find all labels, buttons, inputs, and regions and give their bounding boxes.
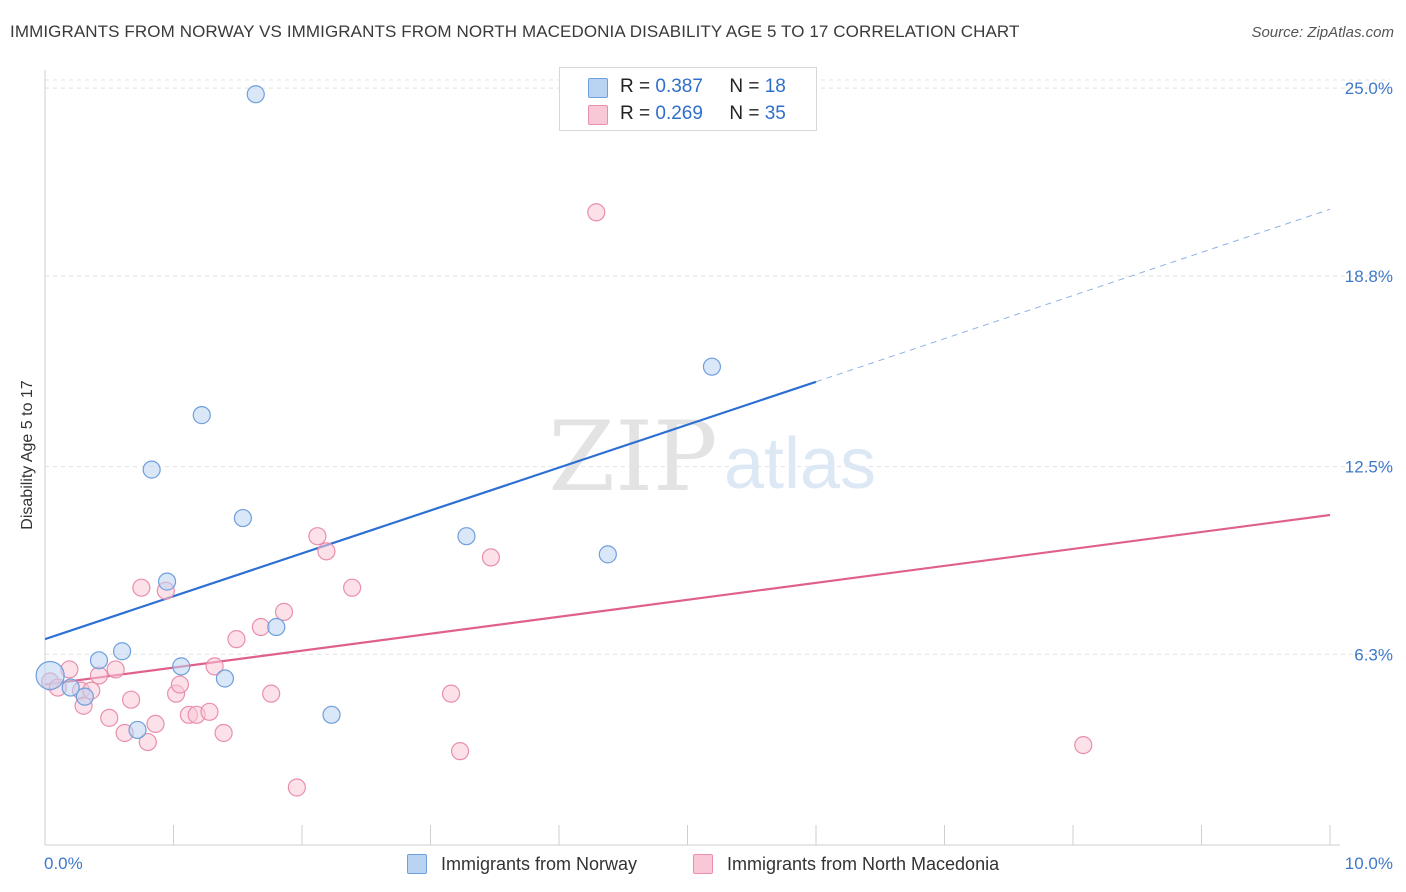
data-point	[89, 651, 109, 670]
x-tick-label: 10.0%	[1345, 854, 1393, 873]
data-point	[702, 357, 722, 376]
data-point	[233, 508, 252, 528]
y-tick-label: 6.3%	[1354, 645, 1393, 664]
trend-line-extension	[815, 208, 1331, 383]
legend-row-norway: R = 0.387 N = 18	[588, 74, 786, 100]
data-point	[121, 690, 141, 709]
watermark-zip: ZIP	[548, 401, 717, 513]
axes	[44, 70, 1340, 846]
data-point	[61, 678, 80, 697]
tick-labels: 6.3% 12.5% 18.8% 25.0% 0.0% 10.0%	[44, 79, 1393, 873]
y-tick-label: 25.0%	[1345, 79, 1393, 98]
data-point	[441, 684, 461, 703]
data-point	[205, 657, 224, 676]
data-point	[308, 527, 327, 546]
data-points	[35, 85, 1093, 797]
data-point	[128, 720, 147, 740]
data-point	[251, 617, 270, 637]
data-point	[146, 714, 165, 734]
legend-n-label: N =	[729, 103, 760, 124]
legend-n-value: 18	[764, 76, 786, 97]
x-tick-label: 0.0%	[44, 854, 83, 873]
data-point	[598, 545, 617, 564]
trend-line	[44, 380, 817, 641]
y-tick-label: 12.5%	[1345, 458, 1393, 477]
data-point	[142, 460, 161, 479]
data-point	[457, 527, 476, 546]
data-point	[106, 660, 125, 679]
data-point	[214, 723, 233, 743]
data-point	[215, 669, 234, 688]
data-point	[450, 742, 470, 761]
data-point	[89, 666, 109, 685]
y-axis-label: Disability Age 5 to 17	[19, 380, 36, 530]
data-point	[267, 617, 286, 637]
legend-r-value: 0.269	[655, 103, 703, 124]
data-point	[138, 732, 157, 752]
bottom-legend-swatch-north-macedonia	[693, 854, 713, 874]
data-point	[317, 542, 336, 561]
legend-r-label: R =	[620, 103, 651, 124]
correlation-legend: R = 0.387 N = 18 R = 0.269 N = 35	[559, 67, 817, 131]
legend-swatch-norway	[588, 78, 608, 98]
legend-r-value: 0.387	[655, 76, 703, 97]
legend-r-label: R =	[620, 76, 651, 97]
data-point	[274, 602, 294, 621]
bottom-legend-north-macedonia: Immigrants from North Macedonia	[693, 850, 999, 878]
bottom-legend-swatch-norway	[407, 854, 427, 874]
data-point	[157, 572, 177, 591]
legend-swatch-north-macedonia	[588, 105, 608, 125]
data-point	[170, 675, 190, 694]
data-point	[132, 578, 151, 597]
bottom-legend-label-north-macedonia: Immigrants from North Macedonia	[727, 853, 1000, 874]
data-point	[246, 85, 265, 104]
bottom-legend-label-norway: Immigrants from Norway	[441, 853, 638, 874]
bottom-legend-norway: Immigrants from Norway	[407, 850, 637, 878]
data-point	[200, 702, 219, 721]
watermark-atlas: atlas	[724, 424, 876, 504]
data-point	[227, 630, 246, 649]
data-point	[481, 548, 500, 567]
data-point	[112, 642, 132, 661]
legend-n-label: N =	[729, 76, 760, 97]
chart-title: IMMIGRANTS FROM NORWAY VS IMMIGRANTS FRO…	[10, 22, 1020, 41]
data-point	[100, 708, 119, 727]
trend-line	[44, 513, 1331, 686]
data-point	[322, 705, 341, 724]
source-label: Source: ZipAtlas.com	[1251, 24, 1394, 41]
data-point	[262, 684, 281, 703]
data-point	[172, 657, 191, 676]
data-point	[75, 687, 94, 706]
data-point	[343, 578, 362, 597]
data-point	[587, 203, 606, 222]
legend-n-value: 35	[764, 103, 786, 124]
data-point	[35, 660, 65, 691]
data-point	[192, 406, 211, 425]
trend-lines	[44, 208, 1331, 686]
data-point	[1074, 735, 1093, 755]
watermark: ZIP atlas	[548, 401, 876, 513]
y-tick-label: 18.8%	[1345, 267, 1393, 286]
legend-row-north-macedonia: R = 0.269 N = 35	[588, 101, 786, 127]
data-point	[287, 778, 306, 797]
